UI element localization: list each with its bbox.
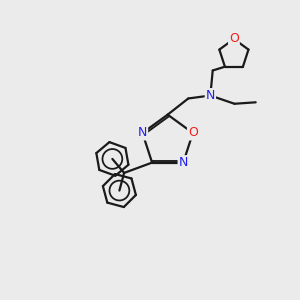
Text: N: N [206,89,215,102]
Text: N: N [178,156,188,169]
Text: N: N [138,127,147,140]
Text: O: O [229,32,239,46]
Text: O: O [188,127,198,140]
